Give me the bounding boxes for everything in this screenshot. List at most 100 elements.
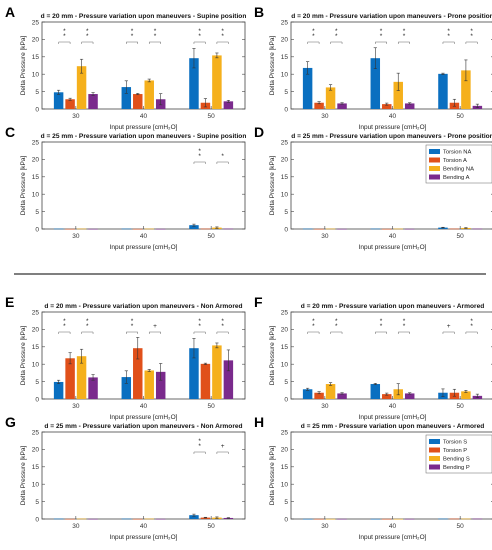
x-axis-label: Input pressure [cmH₂O] <box>359 244 427 251</box>
x-tick-label: 50 <box>457 403 465 410</box>
significance-marker: * <box>198 33 201 40</box>
legend-swatch <box>429 166 440 171</box>
significance-bracket <box>58 41 71 44</box>
bar-torsion-a <box>382 228 392 230</box>
bar-torsion-p <box>382 394 392 399</box>
significance-marker: * <box>403 323 406 330</box>
bar-bending-p <box>472 518 483 520</box>
significance-bracket <box>126 331 139 334</box>
legend: Torsion S Torsion P Bending S Bending P <box>425 434 492 474</box>
bar-bending-a <box>404 228 415 230</box>
significance-marker: * <box>198 318 201 325</box>
bar-bending-na <box>144 228 154 230</box>
legend-swatch <box>429 447 440 453</box>
x-tick-label: 40 <box>140 523 148 530</box>
significance-marker: * <box>198 153 201 160</box>
significance-marker: * <box>380 33 383 40</box>
y-tick-label: 20 <box>32 157 40 164</box>
bar-torsion-na <box>53 92 64 109</box>
significance-marker: * <box>63 33 66 40</box>
significance-marker: * <box>403 28 406 35</box>
y-tick-label: 15 <box>32 464 40 471</box>
significance-marker: * <box>221 153 224 160</box>
significance-marker: * <box>335 28 338 35</box>
bar-torsion-a <box>382 104 392 109</box>
bar-bending-na <box>76 228 87 230</box>
y-tick-label: 0 <box>284 226 288 233</box>
significance-marker: * <box>63 318 66 325</box>
y-axis-label: Delta Pressure [kPa] <box>20 326 27 386</box>
y-tick-label: 20 <box>281 157 289 164</box>
bar-bending-p <box>404 393 415 399</box>
y-tick-label: 5 <box>284 89 288 96</box>
x-axis-label: Input pressure [cmH₂O] <box>359 124 427 131</box>
bar-bending-a <box>88 228 98 230</box>
bar-torsion-p <box>200 363 211 399</box>
significance-bracket <box>442 41 455 44</box>
x-tick-label: 50 <box>457 233 465 240</box>
significance-marker: * <box>312 318 315 325</box>
significance-bracket <box>216 161 229 164</box>
significance-bracket <box>81 41 94 44</box>
significance-marker: * <box>312 28 315 35</box>
bar-torsion-p <box>382 518 392 520</box>
significance-bracket <box>81 331 94 334</box>
significance-marker: + <box>447 323 451 330</box>
significance-bracket <box>375 41 388 44</box>
x-tick-label: 50 <box>208 113 216 120</box>
significance-bracket <box>307 331 320 334</box>
significance-marker: * <box>131 28 134 35</box>
y-tick-label: 5 <box>284 209 288 216</box>
y-tick-label: 15 <box>32 174 40 181</box>
panel-letter: A <box>5 4 15 20</box>
bar-torsion-p <box>314 392 324 399</box>
chart-title: d = 25 mm - Pressure variation upon mane… <box>301 423 485 430</box>
bar-torsion-s <box>53 381 64 399</box>
significance-marker: * <box>131 323 134 330</box>
significance-marker: + <box>221 443 225 450</box>
y-tick-label: 0 <box>284 516 288 523</box>
y-tick-label: 0 <box>35 226 39 233</box>
bar-bending-na <box>144 80 154 109</box>
y-tick-label: 5 <box>35 499 39 506</box>
bar-torsion-a <box>65 99 75 109</box>
significance-marker: * <box>335 323 338 330</box>
bar-torsion-a <box>65 228 75 230</box>
bar-torsion-na <box>302 67 313 109</box>
bar-bending-p <box>155 518 166 520</box>
significance-marker: * <box>198 438 201 445</box>
y-tick-label: 25 <box>281 139 289 146</box>
panel-letter: D <box>254 124 264 140</box>
y-tick-label: 5 <box>284 499 288 506</box>
bar-torsion-a <box>200 228 211 230</box>
significance-bracket <box>330 331 343 334</box>
x-tick-label: 30 <box>72 403 80 410</box>
significance-marker: * <box>131 33 134 40</box>
panel-letter: H <box>254 414 264 430</box>
plot-frame <box>290 431 492 520</box>
y-tick-label: 25 <box>32 139 40 146</box>
x-axis-label: Input pressure [cmH₂O] <box>110 534 178 541</box>
bar-torsion-s <box>121 377 132 399</box>
y-tick-label: 15 <box>32 54 40 61</box>
significance-bracket <box>193 331 206 334</box>
x-tick-label: 30 <box>321 233 329 240</box>
bar-bending-na <box>325 87 336 109</box>
y-axis-label: Delta Pressure [kPa] <box>269 446 276 506</box>
y-tick-label: 25 <box>32 19 40 26</box>
y-axis-label: Delta Pressure [kPa] <box>20 156 27 216</box>
significance-bracket <box>330 41 343 44</box>
y-tick-label: 5 <box>35 89 39 96</box>
bar-torsion-na <box>302 228 313 230</box>
y-tick-label: 10 <box>32 72 40 79</box>
significance-marker: * <box>221 318 224 325</box>
legend-swatch <box>429 174 440 180</box>
significance-bracket <box>397 331 410 334</box>
y-tick-label: 15 <box>281 344 289 351</box>
significance-bracket <box>307 41 320 44</box>
significance-marker: * <box>86 28 89 35</box>
